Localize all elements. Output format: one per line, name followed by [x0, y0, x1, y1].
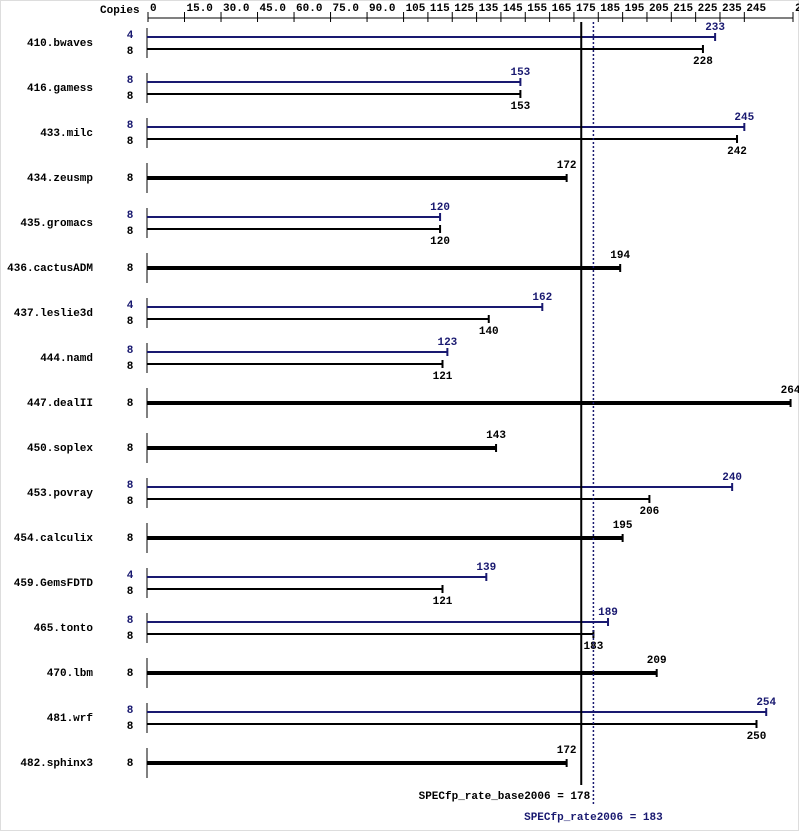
copies: 8 — [127, 210, 134, 222]
x-tick-label: 75.0 — [333, 3, 359, 15]
value-label: 162 — [532, 292, 552, 304]
copies: 8 — [127, 91, 134, 103]
value-label: 153 — [510, 67, 530, 79]
value-label: 250 — [747, 731, 767, 743]
copies: 8 — [127, 345, 134, 357]
value-label: 195 — [613, 520, 633, 532]
copies: 8 — [127, 46, 134, 58]
value-label: 121 — [433, 596, 453, 608]
x-tick-label: 175 — [576, 3, 596, 15]
x-tick-label: 215 — [673, 3, 693, 15]
value-label: 242 — [727, 146, 747, 158]
x-tick-label: 185 — [600, 3, 620, 15]
x-tick-label: 115 — [430, 3, 450, 15]
copies: 8 — [127, 615, 134, 627]
copies: 8 — [127, 398, 134, 410]
copies: 8 — [127, 136, 134, 148]
benchmark-name: 450.soplex — [27, 443, 93, 455]
value-label: 189 — [598, 607, 618, 619]
value-label: 123 — [437, 337, 457, 349]
value-label: 245 — [734, 112, 754, 124]
benchmark-name: 437.leslie3d — [14, 308, 93, 320]
benchmark-name: 453.povray — [27, 488, 93, 500]
value-label: 233 — [705, 22, 725, 34]
copies: 8 — [127, 586, 134, 598]
value-label: 120 — [430, 236, 450, 248]
copies: 8 — [127, 533, 134, 545]
x-tick-label: 155 — [527, 3, 547, 15]
x-tick-label: 15.0 — [187, 3, 213, 15]
value-label: 120 — [430, 202, 450, 214]
copies: 8 — [127, 631, 134, 643]
benchmark-name: 465.tonto — [34, 623, 94, 635]
x-tick-label: 265 — [795, 3, 799, 15]
value-label: 228 — [693, 56, 713, 68]
benchmark-name: 434.zeusmp — [27, 173, 93, 185]
copies: 8 — [127, 496, 134, 508]
benchmark-name: 454.calculix — [14, 533, 94, 545]
x-tick-label: 90.0 — [369, 3, 395, 15]
reference-label: SPECfp_rate_base2006 = 178 — [419, 791, 591, 803]
x-tick-label: 125 — [454, 3, 474, 15]
copies: 8 — [127, 721, 134, 733]
value-label: 140 — [479, 326, 499, 338]
copies: 8 — [127, 668, 134, 680]
value-label: 172 — [557, 160, 577, 172]
copies: 8 — [127, 263, 134, 275]
value-label: 206 — [639, 506, 659, 518]
value-label: 240 — [722, 472, 742, 484]
copies: 4 — [127, 300, 134, 312]
value-label: 172 — [557, 745, 577, 757]
value-label: 264 — [781, 385, 799, 397]
benchmark-name: 435.gromacs — [20, 218, 93, 230]
copies: 8 — [127, 361, 134, 373]
x-tick-label: 60.0 — [296, 3, 322, 15]
value-label: 143 — [486, 430, 506, 442]
benchmark-name: 459.GemsFDTD — [14, 578, 94, 590]
benchmark-name: 444.namd — [40, 353, 93, 365]
x-tick-label: 195 — [625, 3, 645, 15]
copies-header: Copies — [100, 5, 140, 17]
benchmark-name: 433.milc — [40, 128, 93, 140]
copies: 8 — [127, 75, 134, 87]
x-tick-label: 235 — [722, 3, 742, 15]
value-label: 194 — [610, 250, 630, 262]
value-label: 139 — [476, 562, 496, 574]
copies: 8 — [127, 443, 134, 455]
benchmark-name: 436.cactusADM — [7, 263, 93, 275]
copies: 8 — [127, 316, 134, 328]
copies: 8 — [127, 705, 134, 717]
x-tick-label: 165 — [552, 3, 572, 15]
copies: 4 — [127, 30, 134, 42]
copies: 4 — [127, 570, 134, 582]
value-label: 153 — [510, 101, 530, 113]
copies: 8 — [127, 173, 134, 185]
value-label: 254 — [756, 697, 776, 709]
x-tick-label: 105 — [406, 3, 426, 15]
copies: 8 — [127, 480, 134, 492]
benchmark-name: 481.wrf — [47, 713, 94, 725]
x-tick-label: 135 — [479, 3, 499, 15]
value-label: 209 — [647, 655, 667, 667]
x-tick-label: 225 — [698, 3, 718, 15]
benchmark-name: 410.bwaves — [27, 38, 93, 50]
copies: 8 — [127, 120, 134, 132]
x-tick-label: 45.0 — [260, 3, 286, 15]
x-tick-label: 30.0 — [223, 3, 249, 15]
x-tick-label: 245 — [746, 3, 766, 15]
value-label: 121 — [433, 371, 453, 383]
benchmark-name: 470.lbm — [47, 668, 94, 680]
x-tick-label: 205 — [649, 3, 669, 15]
benchmark-name: 447.dealII — [27, 398, 93, 410]
benchmark-name: 482.sphinx3 — [20, 758, 93, 770]
x-tick-label: 145 — [503, 3, 523, 15]
reference-label: SPECfp_rate2006 = 183 — [524, 812, 663, 824]
x-tick-label: 0 — [150, 3, 157, 15]
copies: 8 — [127, 226, 134, 238]
benchmark-name: 416.gamess — [27, 83, 93, 95]
copies: 8 — [127, 758, 134, 770]
